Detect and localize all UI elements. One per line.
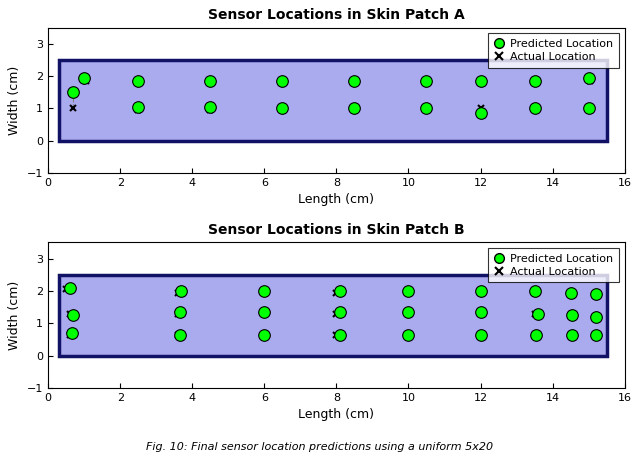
X-axis label: Length (cm): Length (cm) (298, 408, 374, 421)
Bar (59, 275, 607, 356)
Point (403, 287, 413, 295)
Legend: Predicted Location, Actual Location: Predicted Location, Actual Location (488, 33, 619, 68)
Point (476, 308, 486, 316)
Point (529, 105, 540, 112)
Point (567, 331, 577, 338)
Point (277, 77, 287, 85)
Point (133, 77, 143, 85)
Point (584, 105, 594, 112)
Point (175, 308, 185, 316)
Point (79, 74, 89, 81)
Point (476, 110, 486, 117)
Point (133, 103, 143, 111)
Point (566, 289, 576, 296)
Point (335, 287, 345, 295)
Point (529, 287, 540, 295)
Point (591, 331, 601, 338)
Point (533, 310, 543, 317)
Legend: Predicted Location, Actual Location: Predicted Location, Actual Location (488, 248, 619, 282)
Point (567, 312, 577, 319)
Point (259, 287, 269, 295)
Point (403, 308, 413, 316)
Point (476, 331, 486, 338)
Point (584, 74, 594, 81)
Point (67, 329, 77, 336)
Point (421, 77, 431, 85)
Point (177, 287, 187, 295)
Point (349, 105, 360, 112)
Title: Sensor Locations in Skin Patch A: Sensor Locations in Skin Patch A (208, 8, 465, 22)
X-axis label: Length (cm): Length (cm) (298, 193, 374, 207)
Point (476, 287, 486, 295)
Point (335, 308, 345, 316)
Point (259, 331, 269, 338)
Point (403, 331, 413, 338)
Y-axis label: Width (cm): Width (cm) (8, 281, 21, 350)
Point (335, 331, 345, 338)
Point (259, 308, 269, 316)
Point (591, 291, 601, 298)
Point (349, 77, 360, 85)
Bar (59, 60, 607, 141)
Point (277, 105, 287, 112)
Point (65, 284, 75, 292)
Point (591, 313, 601, 320)
Point (68, 312, 79, 319)
Point (421, 105, 431, 112)
Text: Fig. 10: Final sensor location predictions using a uniform 5x20: Fig. 10: Final sensor location predictio… (147, 442, 493, 452)
Point (175, 331, 185, 338)
Point (476, 77, 486, 85)
Y-axis label: Width (cm): Width (cm) (8, 66, 21, 135)
Point (205, 103, 216, 111)
Title: Sensor Locations in Skin Patch B: Sensor Locations in Skin Patch B (208, 223, 465, 237)
Point (529, 77, 540, 85)
Point (531, 331, 541, 338)
Point (205, 77, 216, 85)
Point (68, 89, 79, 96)
